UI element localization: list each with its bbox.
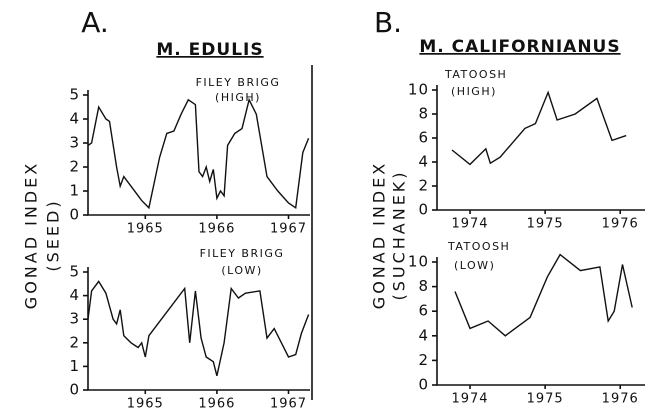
chart-title: (HIGH) xyxy=(215,91,261,104)
x-tick-label: 1967 xyxy=(270,222,307,237)
y-tick-label: 8 xyxy=(418,105,429,123)
y-tick-label: 5 xyxy=(69,263,80,281)
x-tick-label: 1966 xyxy=(198,397,235,411)
chart-title: FILEY BRIGG xyxy=(200,247,285,260)
axes xyxy=(436,85,645,211)
panel-heading: M. CALIFORNIANUS xyxy=(419,37,620,57)
y-axis-label: (SUCHANEK) xyxy=(390,169,409,300)
axes xyxy=(436,257,645,386)
data-line xyxy=(87,97,310,210)
y-tick-label: 4 xyxy=(418,153,429,171)
y-tick-label: 4 xyxy=(69,110,80,128)
y-tick-label: 3 xyxy=(69,310,80,328)
y-tick-label: 0 xyxy=(69,381,80,399)
y-axis-label: GONAD INDEX xyxy=(22,161,41,309)
y-tick-label: 10 xyxy=(408,81,429,99)
y-tick-label: 2 xyxy=(418,351,429,369)
y-tick-label: 2 xyxy=(69,333,80,351)
chart-title: TATOOSH xyxy=(447,240,510,253)
panel-label: B. xyxy=(374,6,402,39)
chart-title: (LOW) xyxy=(454,259,495,272)
y-tick-label: 4 xyxy=(69,286,80,304)
x-tick-label: 1975 xyxy=(527,392,564,407)
data-line xyxy=(87,280,310,376)
y-tick-label: 1 xyxy=(69,182,80,200)
data-line xyxy=(451,90,627,166)
axes xyxy=(87,267,310,391)
y-tick-label: 10 xyxy=(408,253,429,271)
chart-title: FILEY BRIGG xyxy=(196,76,281,89)
y-tick-label: 6 xyxy=(418,129,429,147)
data-line xyxy=(454,253,633,337)
y-tick-label: 6 xyxy=(418,302,429,320)
panel-heading: M. EDULIS xyxy=(156,40,263,60)
x-tick-label: 1976 xyxy=(602,217,639,232)
x-tick-label: 1966 xyxy=(198,222,235,237)
chart-title: TATOOSH xyxy=(444,68,507,81)
chart-title: (HIGH) xyxy=(451,85,497,98)
y-tick-label: 3 xyxy=(69,134,80,152)
y-tick-label: 2 xyxy=(69,158,80,176)
y-tick-label: 0 xyxy=(418,201,429,219)
chart-title: (LOW) xyxy=(221,264,262,277)
x-tick-label: 1975 xyxy=(527,217,564,232)
x-tick-label: 1974 xyxy=(451,217,488,232)
x-tick-label: 1976 xyxy=(602,392,639,407)
y-tick-label: 4 xyxy=(418,326,429,344)
x-tick-label: 1965 xyxy=(127,222,164,237)
panel-label: A. xyxy=(81,6,109,39)
y-tick-label: 1 xyxy=(69,357,80,375)
y-axis-label: (SEED) xyxy=(44,198,63,271)
y-tick-label: 0 xyxy=(418,376,429,394)
y-tick-label: 5 xyxy=(69,86,80,104)
x-tick-label: 1967 xyxy=(270,397,307,411)
axes xyxy=(87,90,310,216)
y-tick-label: 2 xyxy=(418,177,429,195)
y-tick-label: 8 xyxy=(418,277,429,295)
y-axis-label: GONAD INDEX xyxy=(370,161,389,309)
y-tick-label: 0 xyxy=(69,206,80,224)
x-tick-label: 1974 xyxy=(451,392,488,407)
x-tick-label: 1965 xyxy=(127,397,164,411)
